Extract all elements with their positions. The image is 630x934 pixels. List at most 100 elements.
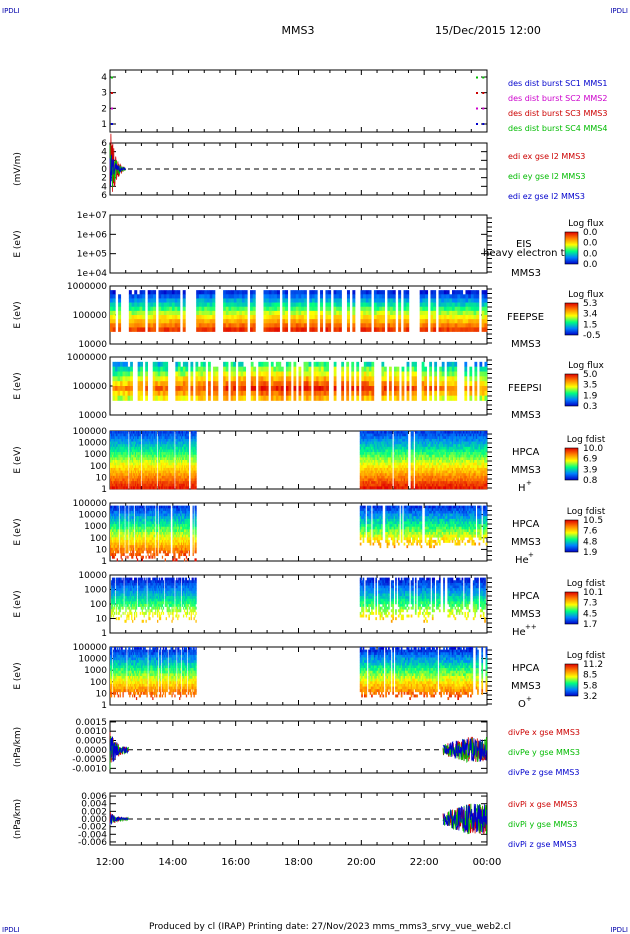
spectrogram-cell: [182, 478, 185, 482]
spectrogram-cell: [379, 460, 382, 463]
spectrogram-cell: [276, 294, 280, 299]
spectrogram-cell: [298, 376, 302, 382]
spectrogram-cell: [130, 431, 132, 434]
spectrogram-cell: [372, 457, 375, 461]
spectrogram-cell: [481, 306, 485, 312]
spectrogram-cell: [131, 306, 135, 312]
spectrogram-cell: [441, 390, 445, 396]
spectrogram-cell: [301, 323, 305, 328]
spectrogram-cell: [143, 444, 145, 448]
spectrogram-cell: [481, 294, 485, 299]
panel-hpca-h-ytick-label: 100: [90, 462, 107, 472]
spectrogram-cell: [446, 386, 450, 392]
spectrogram-cell: [110, 446, 112, 450]
spectrogram-cell: [379, 438, 382, 442]
spectrogram-cell: [176, 457, 178, 461]
spectrogram-cell: [181, 436, 184, 440]
spectrogram-cell: [112, 315, 116, 320]
spectrogram-cell: [341, 390, 345, 396]
spectrogram-cell: [479, 386, 483, 392]
spectrogram-cell: [185, 395, 189, 401]
spectrogram-cell: [338, 327, 342, 332]
spectrogram-cell: [382, 467, 385, 471]
spectrogram-cell: [183, 457, 186, 461]
spectrogram-cell: [178, 467, 180, 471]
spectrogram-cell: [368, 310, 372, 316]
spectrogram-cell: [164, 436, 166, 440]
spectrogram-cell: [110, 467, 113, 471]
spectrogram-cell: [392, 319, 396, 324]
spectrogram-cell: [270, 371, 274, 377]
spectrogram-cell: [385, 473, 387, 477]
spectrogram-cell: [112, 390, 116, 396]
spectrogram-cell: [241, 327, 245, 332]
spectrogram-cell: [162, 465, 165, 469]
spectrogram-cell: [333, 366, 337, 372]
spectrogram-cell: [165, 486, 167, 490]
spectrogram-cell: [127, 381, 131, 387]
spectrogram-cell: [359, 457, 362, 461]
spectrogram-cell: [142, 449, 144, 453]
spectrogram-cell: [241, 323, 245, 328]
spectrogram-cell: [383, 486, 386, 490]
spectrogram-cell: [236, 298, 240, 303]
spectrogram-cell: [364, 449, 366, 453]
spectrogram-cell: [484, 381, 488, 387]
spectrogram-cell: [208, 376, 211, 382]
spectrogram-cell: [365, 460, 368, 463]
panel-eis-colorbar-title: Log flux: [568, 219, 604, 229]
spectrogram-cell: [359, 438, 362, 442]
spectrogram-cell: [166, 438, 168, 442]
spectrogram-cell: [173, 475, 175, 479]
spectrogram-cell: [381, 290, 385, 295]
spectrogram-cell: [159, 481, 162, 485]
spectrogram-cell: [411, 386, 415, 392]
spectrogram-cell: [184, 449, 187, 453]
spectrogram-cell: [114, 486, 117, 490]
panel-feepse-colorbar: [564, 302, 579, 336]
spectrogram-cell: [115, 454, 118, 458]
spectrogram-cell: [138, 467, 141, 471]
spectrogram-cell: [137, 381, 141, 387]
spectrogram-cell: [111, 446, 114, 450]
spectrogram-cell: [365, 327, 369, 332]
spectrogram-cell: [362, 452, 365, 456]
spectrogram-cell: [320, 323, 324, 328]
spectrogram-cell: [139, 470, 142, 474]
spectrogram-cell: [154, 454, 156, 458]
spectrogram-cell: [438, 315, 442, 320]
spectrogram-cell: [180, 465, 182, 469]
spectrogram-cell: [168, 457, 170, 461]
spectrogram-cell: [265, 395, 269, 401]
spectrogram-cell: [163, 323, 167, 328]
spectrogram-cell: [127, 452, 129, 456]
spectrogram-cell: [136, 294, 140, 299]
spectrogram-cell: [187, 467, 190, 471]
spectrogram-cell: [158, 438, 161, 442]
panel-des-dist-ytick-label: 2: [101, 104, 107, 114]
corner-label-top-right: IPDLI: [610, 7, 628, 15]
spectrogram-cell: [260, 366, 264, 372]
spectrogram-cell: [484, 327, 488, 332]
spectrogram-cell: [142, 462, 144, 466]
spectrogram-cell: [138, 473, 141, 477]
spectrogram-cell: [163, 315, 167, 320]
spectrogram-cell: [290, 319, 294, 324]
spectrogram-cell: [422, 290, 426, 295]
spectrogram-cell: [484, 371, 488, 377]
spectrogram-cell: [136, 441, 139, 445]
spectrogram-cell: [359, 460, 362, 463]
spectrogram-cell: [110, 431, 112, 434]
spectrogram-cell: [136, 465, 139, 469]
spectrogram-cell: [136, 460, 139, 463]
spectrogram-cell: [116, 431, 118, 434]
spectrogram-cell: [160, 462, 163, 466]
spectrogram-cell: [362, 462, 365, 466]
spectrogram-cell: [371, 444, 373, 448]
spectrogram-cell: [116, 475, 118, 479]
spectrogram-cell: [368, 454, 370, 458]
spectrogram-cell: [125, 454, 127, 458]
spectrogram-cell: [147, 465, 149, 469]
spectrogram-cell: [273, 386, 277, 392]
spectrogram-cell: [116, 438, 118, 442]
